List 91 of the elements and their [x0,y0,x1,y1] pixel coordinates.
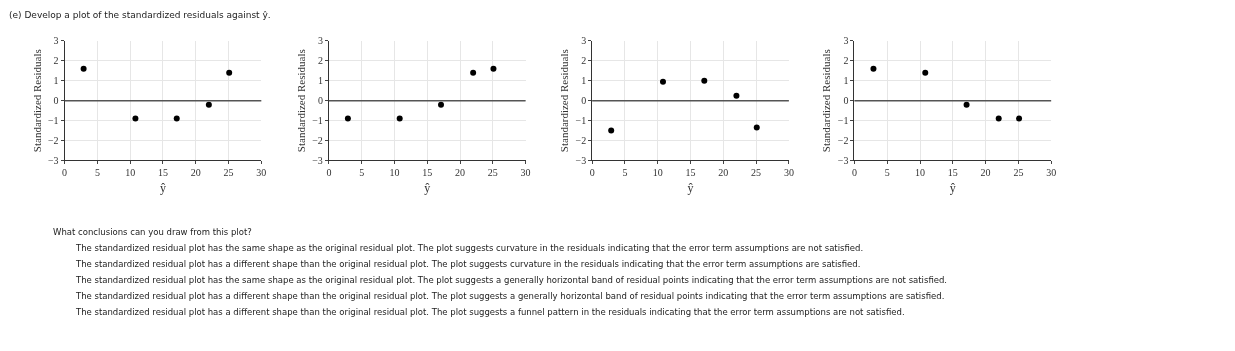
y-tick-label: 3 [53,35,59,47]
y-tick-label: −3 [312,154,323,166]
y-tick-label: 0 [843,95,849,107]
point [344,115,351,122]
point [80,65,87,72]
y-tick-label: −1 [312,115,323,127]
point [995,115,1002,122]
x-tick-label: 0 [62,167,68,179]
y-axis-title: Standardized Residuals [294,49,307,153]
point [396,115,403,122]
x-tick-label: 5 [884,167,890,179]
y-tick-label: 3 [581,35,587,47]
y-tick-label: −1 [47,115,59,127]
x-tick-label: 10 [125,167,136,179]
x-tick-label: 10 [389,167,400,179]
x-tick-label: 15 [947,167,958,179]
y-tick-label: −1 [575,115,587,127]
x-axis-title: ŷ [159,181,166,196]
y-tick-label: −2 [575,135,587,147]
x-tick-label: 25 [751,167,762,179]
y-tick-label: 2 [843,55,849,67]
y-tick-label: 1 [317,75,323,87]
x-tick-label: 5 [359,167,365,179]
y-axis-title: Standardized Residuals [30,49,43,153]
point [608,127,615,134]
point [870,65,877,72]
y-tick-label: 0 [53,95,59,107]
x-tick-label: 10 [915,167,926,179]
y-tick-label: 3 [317,35,323,47]
y-tick-label: 1 [53,75,59,87]
x-tick-label: 0 [326,167,332,179]
y-axis-title: Standardized Residuals [558,49,571,153]
text: The standardized residual plot has the same shape as the original residual plot. The plot suggests curvature in the residuals indicating that the error term assumptions are not satisfied. [75,243,864,253]
y-tick-label: 2 [581,55,587,67]
point [132,115,139,122]
y-tick-label: 2 [53,55,59,67]
point [1016,115,1023,122]
y-tick-label: −3 [837,154,849,166]
point [226,69,233,76]
y-tick-label: −2 [47,135,59,147]
x-axis-title: ŷ [687,181,694,196]
x-tick-label: 0 [589,167,595,179]
point [490,65,497,72]
x-tick-label: 25 [487,167,498,179]
point [173,115,180,122]
text: What conclusions can you draw from this plot? [53,227,252,237]
x-tick-label: 20 [980,167,991,179]
point [733,92,740,99]
x-tick-label: 20 [190,167,201,179]
y-tick-label: −3 [47,154,59,166]
x-tick-label: 25 [1013,167,1024,179]
y-tick-label: −2 [837,135,849,147]
x-tick-label: 20 [718,167,729,179]
y-tick-label: 3 [843,35,849,47]
x-tick-label: 0 [851,167,857,179]
x-tick-label: 30 [783,167,794,179]
y-tick-label: 1 [581,75,587,87]
y-tick-label: 0 [317,95,323,107]
point [659,78,666,85]
x-axis-title: ŷ [424,181,431,196]
x-tick-label: 15 [422,167,433,179]
text: The standardized residual plot has the same shape as the original residual plot. The plot suggests a generally horizontal band of residual points indicating that the error term assumptions are not satisfied. [75,275,948,285]
point [963,101,970,108]
point [753,124,760,131]
point [470,69,477,76]
chart-title: (e) Develop a plot of the standardized residuals against ŷ. [9,10,271,20]
y-axis-title: Standardized Residuals [820,49,833,153]
x-tick-label: 15 [157,167,168,179]
point [922,69,929,76]
x-tick-label: 5 [622,167,628,179]
y-tick-label: 1 [843,75,849,87]
x-tick-label: 15 [685,167,696,179]
x-tick-label: 20 [455,167,466,179]
x-tick-label: 25 [223,167,234,179]
x-tick-label: 5 [94,167,100,179]
y-tick-label: 2 [317,55,323,67]
point [438,101,445,108]
point [205,101,212,108]
point [701,77,708,84]
y-tick-label: −1 [837,115,849,127]
text: The standardized residual plot has a different shape than the original residual plot. The plot suggests a generally horizontal band of residual points indicating that the error term assumptions are satisfied. [75,291,945,301]
x-tick-label: 30 [1046,167,1057,179]
y-tick-label: −3 [575,154,587,166]
x-tick-label: 10 [652,167,663,179]
y-tick-label: −2 [312,135,323,147]
y-tick-label: 0 [581,95,587,107]
x-axis-title: ŷ [949,181,956,196]
text: The standardized residual plot has a different shape than the original residual plot. The plot suggests curvature in the residuals indicating that the error term assumptions are satisfied. [75,259,861,269]
x-tick-label: 30 [520,167,531,179]
text: The standardized residual plot has a different shape than the original residual plot. The plot suggests a funnel pattern in the residuals indicating that the error term assumptions are not satisfied. [75,307,905,317]
x-tick-label: 30 [256,167,267,179]
